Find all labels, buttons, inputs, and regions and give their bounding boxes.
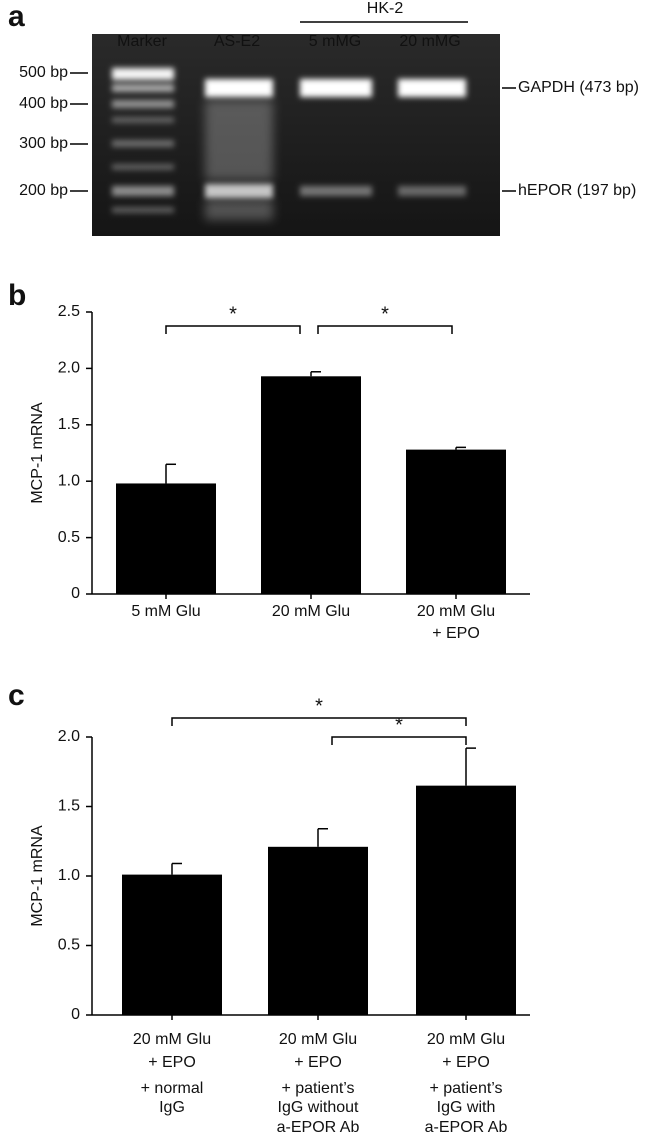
significance-bracket bbox=[331, 736, 467, 745]
x-tick-label: + normal bbox=[141, 1080, 204, 1097]
x-tick-label: + EPO bbox=[432, 625, 480, 642]
band-label: GAPDH (473 bp) bbox=[518, 79, 639, 96]
significance-bracket bbox=[171, 717, 467, 726]
y-tick-label: 0.5 bbox=[58, 937, 80, 954]
x-tick-label: 20 mM Glu bbox=[133, 1031, 211, 1048]
y-tick-label: 0 bbox=[71, 585, 80, 602]
y-tick-label: 1.0 bbox=[58, 472, 80, 489]
x-tick-label: + patient’s bbox=[429, 1080, 502, 1097]
x-tick-label: IgG bbox=[159, 1099, 185, 1116]
y-tick-label: 2.5 bbox=[58, 303, 80, 320]
y-tick-label: 1.5 bbox=[58, 798, 80, 815]
size-markers: 500 bp 400 bp 300 bp 200 bp bbox=[19, 64, 88, 199]
lane-label: AS-E2 bbox=[214, 33, 260, 50]
group-label: HK-2 bbox=[367, 0, 404, 17]
significance-label: * bbox=[229, 303, 237, 325]
bar bbox=[416, 785, 516, 1015]
bar bbox=[261, 376, 361, 594]
significance-bracket bbox=[165, 325, 301, 334]
x-tick-label: 20 mM Glu bbox=[427, 1031, 505, 1048]
y-tick-label: 0 bbox=[71, 1006, 80, 1023]
significance-label: * bbox=[315, 695, 323, 717]
bar bbox=[406, 449, 506, 594]
x-tick-label: 20 mM Glu bbox=[417, 603, 495, 620]
lane-label: 20 mMG bbox=[399, 33, 460, 50]
significance-label: * bbox=[395, 714, 403, 736]
gel-image bbox=[92, 34, 500, 236]
x-tick-label: a-EPOR Ab bbox=[277, 1119, 360, 1136]
panel-label: c bbox=[8, 679, 25, 712]
band-label: hEPOR (197 bp) bbox=[518, 182, 636, 199]
y-axis-label: MCP-1 mRNA bbox=[29, 825, 46, 927]
x-tick-label: a-EPOR Ab bbox=[425, 1119, 508, 1136]
y-axis-label: MCP-1 mRNA bbox=[29, 402, 46, 504]
bar bbox=[116, 483, 216, 594]
x-tick-label: 5 mM Glu bbox=[131, 603, 200, 620]
size-marker-label: 400 bp bbox=[19, 95, 68, 112]
y-tick-label: 1.0 bbox=[58, 867, 80, 884]
x-tick-label: IgG without bbox=[278, 1099, 359, 1116]
y-tick-label: 2.0 bbox=[58, 360, 80, 377]
x-tick-label: 20 mM Glu bbox=[272, 603, 350, 620]
size-marker-label: 300 bp bbox=[19, 135, 68, 152]
x-tick-label: + EPO bbox=[294, 1054, 342, 1071]
x-tick-label: + EPO bbox=[148, 1054, 196, 1071]
x-tick-label: IgG with bbox=[437, 1099, 496, 1116]
size-marker-label: 500 bp bbox=[19, 64, 68, 81]
significance-label: * bbox=[381, 303, 389, 325]
lane-label: Marker bbox=[117, 33, 167, 50]
bar bbox=[268, 846, 368, 1015]
x-tick-label: + EPO bbox=[442, 1054, 490, 1071]
y-tick-label: 1.5 bbox=[58, 416, 80, 433]
lane-label: 5 mMG bbox=[309, 33, 361, 50]
x-tick-label: 20 mM Glu bbox=[279, 1031, 357, 1048]
size-marker-label: 200 bp bbox=[19, 182, 68, 199]
x-tick-label: + patient’s bbox=[281, 1080, 354, 1097]
bar bbox=[122, 874, 222, 1015]
panel-label: b bbox=[8, 279, 26, 312]
panel-label: a bbox=[8, 0, 25, 33]
y-tick-label: 0.5 bbox=[58, 529, 80, 546]
significance-bracket bbox=[317, 325, 453, 334]
y-tick-label: 2.0 bbox=[58, 728, 80, 745]
